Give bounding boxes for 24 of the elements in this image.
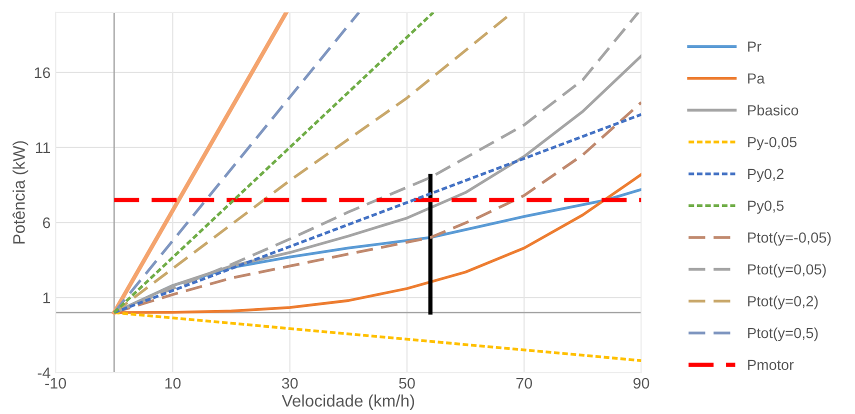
y-tick-label: -4 — [38, 368, 50, 378]
legend-label: Py0,5 — [748, 200, 784, 214]
legend-label: Ptot(y=0,5) — [748, 327, 818, 342]
x-tick-label: 10 — [165, 378, 181, 389]
legend-label: Ptot(y=0,05) — [748, 264, 826, 278]
y-tick-label: 1 — [43, 292, 50, 304]
x-tick-label: 70 — [516, 378, 532, 389]
x-tick-label: 50 — [399, 378, 415, 389]
x-tick-label: -10 — [45, 378, 66, 389]
x-tick-label: 90 — [633, 378, 650, 389]
x-axis-title: Velocidade (km/h) — [282, 394, 414, 410]
legend-label: Py-0,05 — [748, 136, 797, 150]
x-tick-label: 30 — [282, 378, 298, 389]
y-tick-label: 11 — [36, 142, 50, 154]
legend-label: Pa — [748, 73, 765, 84]
legend-label: Pmotor — [748, 360, 794, 370]
legend-label: Pbasico — [748, 104, 798, 116]
y-axis-title: Potência (kW) — [12, 141, 28, 244]
legend-label: Ptot(y=-0,05) — [748, 232, 831, 246]
legend-label: Py0,2 — [748, 168, 784, 182]
legend-label: Ptot(y=0,2) — [748, 296, 818, 310]
y-tick-label: 16 — [34, 67, 50, 78]
y-tick-label: 6 — [42, 217, 50, 228]
legend-label: Pr — [748, 42, 762, 52]
